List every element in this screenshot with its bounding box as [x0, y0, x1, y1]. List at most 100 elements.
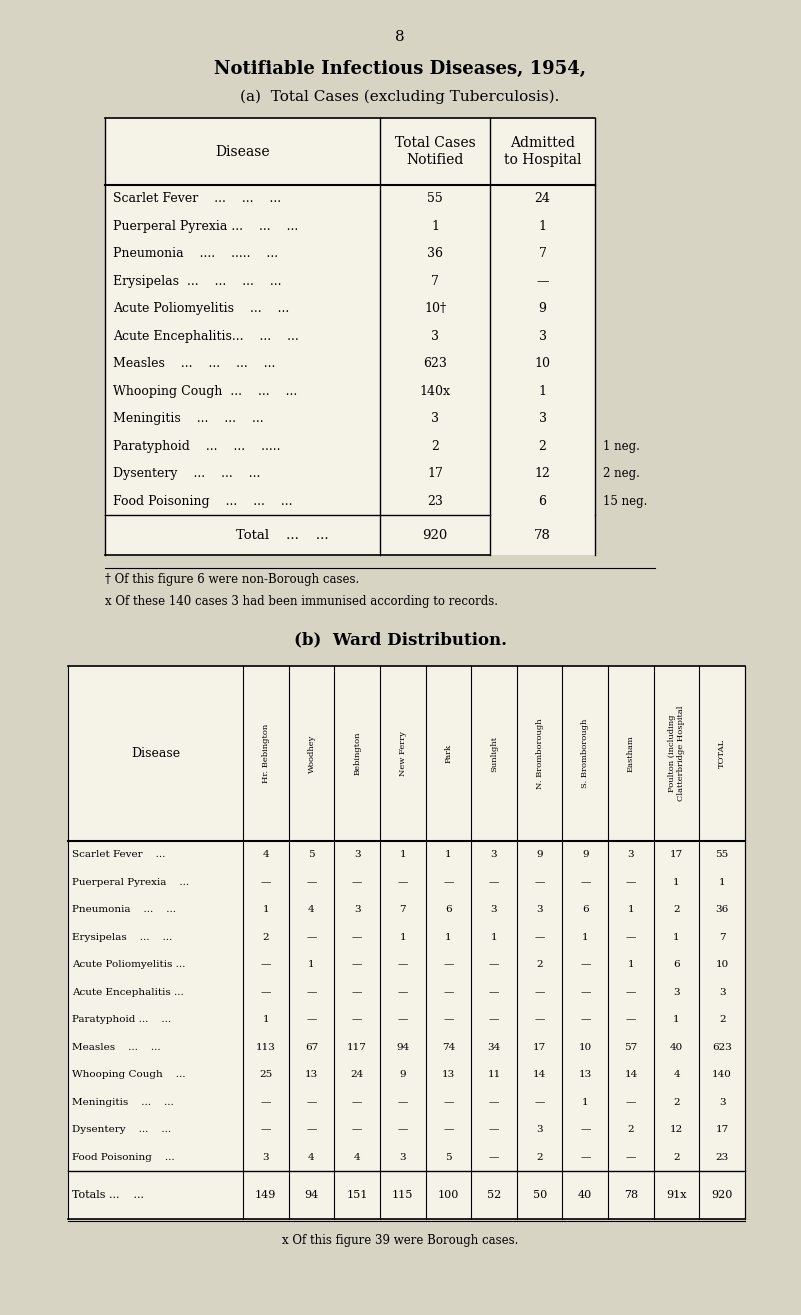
Text: Pneumonia    ...    ...: Pneumonia ... ...	[72, 905, 176, 914]
Text: —: —	[580, 988, 590, 997]
Text: —: —	[397, 1098, 408, 1107]
Text: 52: 52	[487, 1190, 501, 1201]
Text: 1 neg.: 1 neg.	[603, 439, 640, 452]
Text: Woodhey: Woodhey	[308, 734, 316, 773]
Text: —: —	[626, 877, 636, 886]
Text: 3: 3	[538, 412, 546, 425]
Text: 2: 2	[718, 1015, 726, 1024]
Text: 10: 10	[534, 358, 550, 371]
Text: 11: 11	[487, 1070, 501, 1080]
Text: 3: 3	[718, 988, 726, 997]
Text: —: —	[397, 877, 408, 886]
Text: 1: 1	[538, 385, 546, 397]
Text: Acute Encephalitis ...: Acute Encephalitis ...	[72, 988, 183, 997]
Text: 117: 117	[347, 1043, 367, 1052]
Text: —: —	[352, 1015, 362, 1024]
Text: Scarlet Fever    ...    ...    ...: Scarlet Fever ... ... ...	[113, 192, 281, 205]
Text: Totals ...    ...: Totals ... ...	[72, 1190, 144, 1201]
Text: 1: 1	[628, 905, 634, 914]
Text: —: —	[306, 1126, 316, 1135]
Text: 74: 74	[441, 1043, 455, 1052]
Text: Admitted
to Hospital: Admitted to Hospital	[504, 137, 582, 167]
Text: (a)  Total Cases (excluding Tuberculosis).: (a) Total Cases (excluding Tuberculosis)…	[240, 89, 560, 104]
Bar	[105, 118, 595, 555]
Text: 1: 1	[308, 960, 315, 969]
Text: 3: 3	[718, 1098, 726, 1107]
Text: Acute Encephalitis...    ...    ...: Acute Encephalitis... ... ...	[113, 330, 299, 343]
Text: Dysentery    ...    ...    ...: Dysentery ... ... ...	[113, 467, 260, 480]
Text: 24: 24	[351, 1070, 364, 1080]
Text: Food Poisoning    ...    ...    ...: Food Poisoning ... ... ...	[113, 494, 292, 508]
Text: N. Bromborough: N. Bromborough	[536, 718, 544, 789]
Text: 1: 1	[582, 1098, 589, 1107]
Text: 3: 3	[354, 851, 360, 859]
Text: —: —	[626, 1015, 636, 1024]
Text: 3: 3	[628, 851, 634, 859]
Text: —: —	[397, 1126, 408, 1135]
Text: —: —	[580, 1126, 590, 1135]
Text: Whooping Cough    ...: Whooping Cough ...	[72, 1070, 186, 1080]
Text: 9: 9	[582, 851, 589, 859]
Text: —: —	[443, 988, 453, 997]
Text: 8: 8	[395, 30, 405, 43]
Text: —: —	[306, 877, 316, 886]
Text: —: —	[534, 932, 545, 942]
Text: 6: 6	[445, 905, 452, 914]
Text: 10: 10	[715, 960, 729, 969]
Text: 14: 14	[624, 1070, 638, 1080]
Text: 2 neg.: 2 neg.	[603, 467, 640, 480]
Text: 4: 4	[673, 1070, 680, 1080]
Text: Meningitis    ...    ...: Meningitis ... ...	[72, 1098, 174, 1107]
Text: —: —	[534, 988, 545, 997]
Text: 920: 920	[711, 1190, 733, 1201]
Text: 4: 4	[308, 1153, 315, 1161]
Text: Poulton (including
Clatterbridge Hospital: Poulton (including Clatterbridge Hospita…	[668, 706, 685, 801]
Text: —: —	[397, 1015, 408, 1024]
Text: 94: 94	[396, 1043, 409, 1052]
Text: Sunlight: Sunlight	[490, 735, 498, 772]
Text: 1: 1	[263, 905, 269, 914]
Text: Paratyphoid ...    ...: Paratyphoid ... ...	[72, 1015, 171, 1024]
Text: 1: 1	[445, 851, 452, 859]
Text: —: —	[580, 1015, 590, 1024]
Text: —: —	[580, 1153, 590, 1161]
Text: (b)  Ward Distribution.: (b) Ward Distribution.	[293, 631, 506, 648]
Text: 67: 67	[305, 1043, 318, 1052]
Text: Acute Poliomyelitis ...: Acute Poliomyelitis ...	[72, 960, 185, 969]
Text: 623: 623	[423, 358, 447, 371]
Text: 55: 55	[427, 192, 443, 205]
Text: 17: 17	[427, 467, 443, 480]
Text: 3: 3	[537, 905, 543, 914]
Text: —: —	[489, 1098, 499, 1107]
Text: —: —	[534, 1098, 545, 1107]
Text: 7: 7	[718, 932, 726, 942]
Text: Erysipelas    ...    ...: Erysipelas ... ...	[72, 932, 172, 942]
Text: Eastham: Eastham	[627, 735, 635, 772]
Text: —: —	[534, 877, 545, 886]
Text: —: —	[626, 988, 636, 997]
Text: 2: 2	[673, 1098, 680, 1107]
Text: —: —	[352, 1126, 362, 1135]
Text: —: —	[443, 1015, 453, 1024]
Text: 78: 78	[624, 1190, 638, 1201]
Text: —: —	[626, 1098, 636, 1107]
Text: 9: 9	[400, 1070, 406, 1080]
Text: —: —	[489, 1126, 499, 1135]
Text: 10†: 10†	[424, 302, 446, 316]
Text: 6: 6	[673, 960, 680, 969]
Text: 50: 50	[533, 1190, 547, 1201]
Text: 10: 10	[578, 1043, 592, 1052]
Text: Notifiable Infectious Diseases, 1954,: Notifiable Infectious Diseases, 1954,	[214, 60, 586, 78]
Text: Pneumonia    ....    .....    ...: Pneumonia .... ..... ...	[113, 247, 278, 260]
Text: 91x: 91x	[666, 1190, 686, 1201]
Text: 34: 34	[487, 1043, 501, 1052]
Text: Erysipelas  ...    ...    ...    ...: Erysipelas ... ... ... ...	[113, 275, 281, 288]
Text: 5: 5	[445, 1153, 452, 1161]
Text: 23: 23	[715, 1153, 729, 1161]
Text: Total    ...    ...: Total ... ...	[236, 529, 329, 542]
Text: 13: 13	[578, 1070, 592, 1080]
Text: —: —	[626, 932, 636, 942]
Text: —: —	[352, 988, 362, 997]
Text: —: —	[443, 1098, 453, 1107]
Text: Puerperal Pyrexia    ...: Puerperal Pyrexia ...	[72, 877, 189, 886]
